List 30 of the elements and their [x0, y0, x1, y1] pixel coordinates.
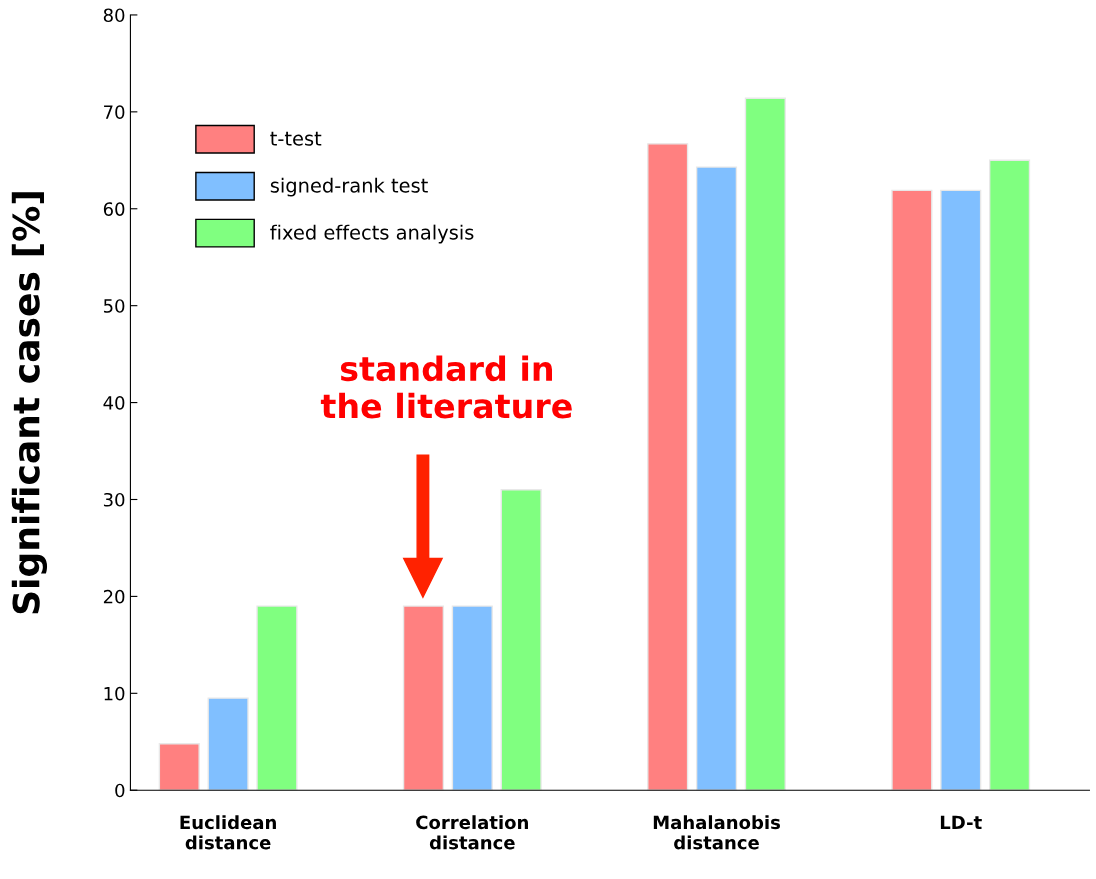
y-tick-label: 0 — [115, 783, 125, 798]
y-axis-title: Significant cases [%] — [11, 192, 48, 614]
bar — [940, 189, 982, 791]
bar — [988, 159, 1031, 791]
bar — [891, 189, 933, 791]
bar — [500, 489, 542, 791]
x-tick-label: Correlation distance — [416, 815, 528, 850]
y-tick-label: 60 — [103, 202, 125, 216]
bar — [256, 605, 298, 791]
y-tick-label: 40 — [103, 396, 125, 410]
legend-label: fixed effects analysis — [270, 224, 474, 244]
bar — [402, 605, 445, 791]
y-tick-label: 30 — [103, 492, 125, 507]
y-tick-label: 10 — [104, 686, 125, 701]
annotation: standard in the literature — [320, 355, 572, 419]
bar — [744, 97, 786, 791]
x-tick-label: Mahalanobis distance — [653, 815, 780, 850]
x-tick-label: Euclidean distance — [180, 815, 276, 850]
x-tick-label: LD-t — [940, 815, 982, 829]
bar — [695, 166, 738, 791]
bar — [207, 697, 249, 791]
y-tick-label: 50 — [103, 299, 125, 313]
y-tick-label: 70 — [104, 105, 125, 119]
y-tick-label: 80 — [103, 8, 125, 23]
legend-label: t-test — [270, 131, 322, 146]
bar — [451, 605, 493, 791]
bar — [647, 143, 689, 791]
legend-label: signed-rank test — [270, 177, 428, 197]
y-tick-label: 20 — [103, 589, 125, 604]
bar — [158, 743, 200, 791]
